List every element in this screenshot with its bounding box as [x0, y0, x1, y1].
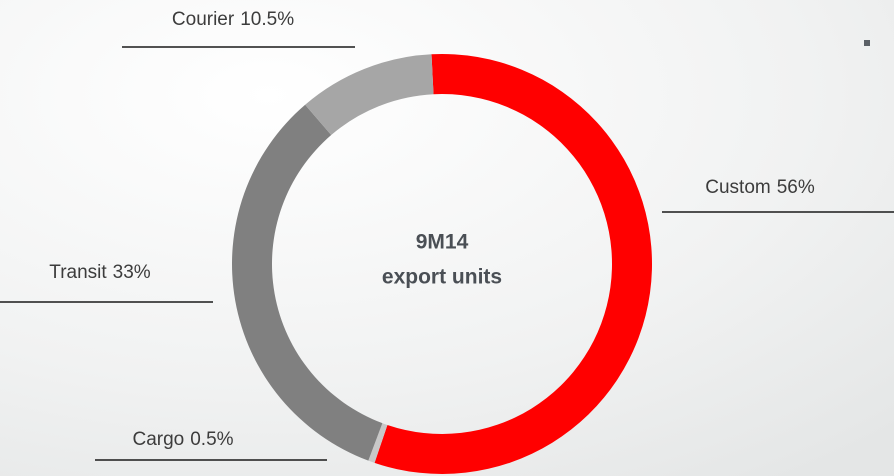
bullet: [864, 40, 870, 46]
segment-label: Custom 56%: [705, 177, 815, 198]
category-label: Cargo: [132, 429, 184, 450]
segment-label: Courier 10.5%: [172, 9, 294, 30]
donut-segment: [368, 423, 388, 463]
segment-label: Cargo 0.5%: [132, 429, 233, 450]
value-label: 0.5%: [190, 429, 233, 450]
category-label: Transit: [49, 262, 107, 283]
center-text: export units: [382, 266, 502, 289]
category-label: Custom: [705, 177, 770, 198]
category-label: Courier: [172, 9, 235, 30]
value-label: 56%: [777, 177, 815, 198]
segment-label: Transit 33%: [49, 262, 151, 283]
center-text: 9M14: [416, 231, 469, 254]
donut-segment: [305, 54, 434, 136]
value-label: 10.5%: [240, 9, 294, 30]
value-label: 33%: [113, 262, 151, 283]
donut-segment: [231, 104, 383, 461]
donut-segment: [374, 54, 653, 474]
